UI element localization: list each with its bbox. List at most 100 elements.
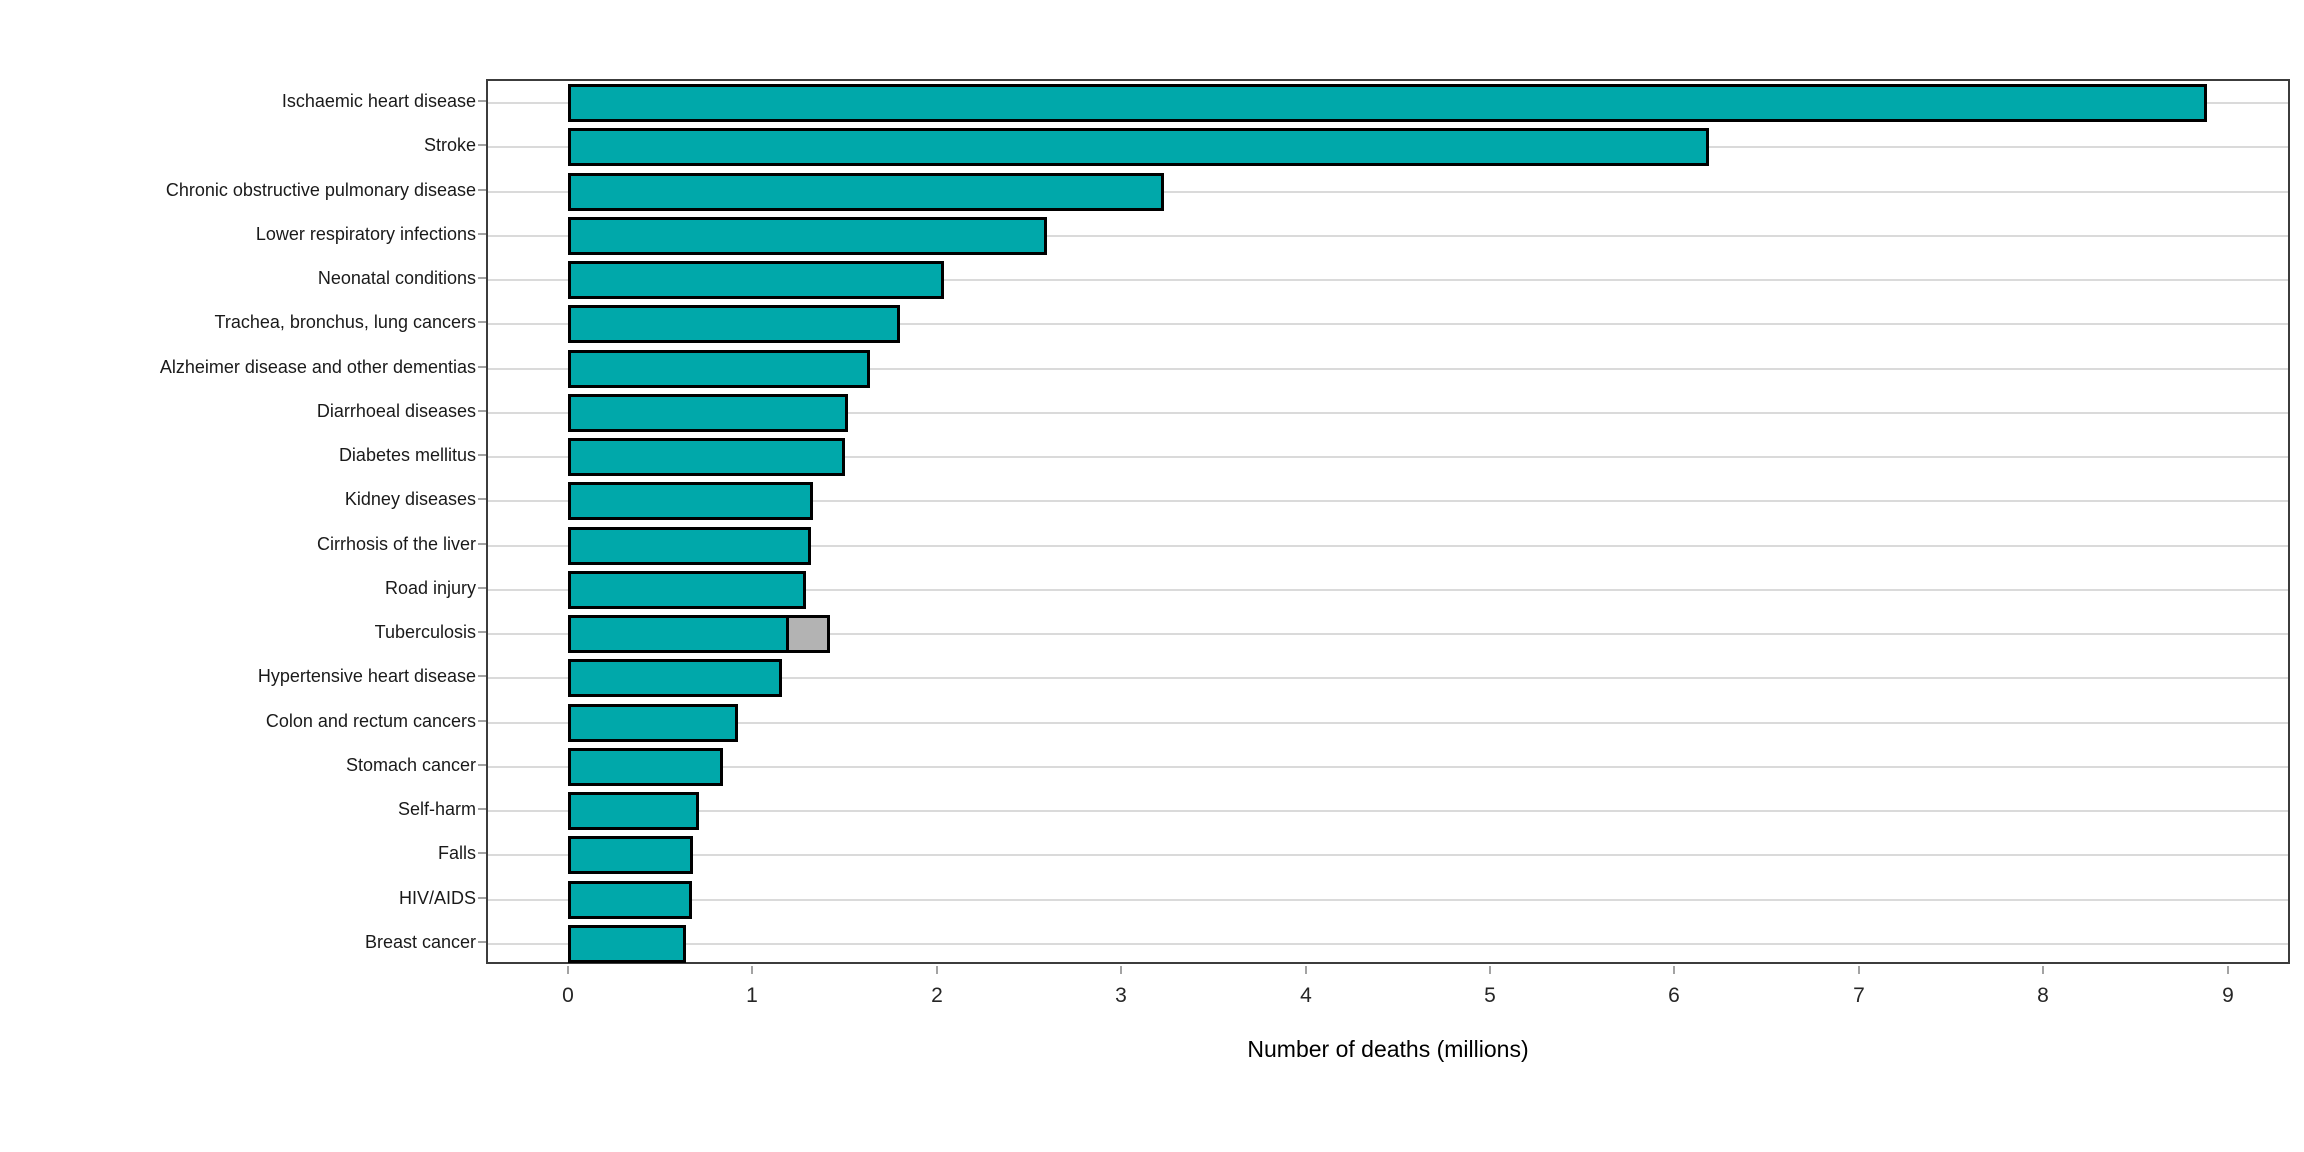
y-tick-mark <box>478 410 486 412</box>
x-tick-label: 5 <box>1484 984 1496 1007</box>
gridline <box>488 588 2288 591</box>
bar-road-injury <box>568 571 806 609</box>
gridline <box>488 323 2288 326</box>
y-tick-mark <box>478 587 486 589</box>
y-tick-mark <box>478 808 486 810</box>
y-axis-label: Hypertensive heart disease <box>257 666 476 687</box>
y-tick-mark <box>478 277 486 279</box>
y-tick-mark <box>478 366 486 368</box>
y-axis-label: Stomach cancer <box>345 754 476 775</box>
bar-hiv-aids <box>568 881 692 919</box>
x-tick-mark <box>567 966 569 974</box>
y-tick-mark <box>478 764 486 766</box>
y-axis-label: Tuberculosis <box>374 622 476 642</box>
bar-tuberculosis <box>568 615 789 653</box>
bar-breast-cancer <box>568 925 686 963</box>
gridline <box>488 367 2288 370</box>
x-tick-mark <box>1858 966 1860 974</box>
bar-trachea-bronchus-lung-cancers <box>568 305 900 343</box>
y-axis-label: Kidney diseases <box>344 489 476 510</box>
y-axis-label: Diabetes mellitus <box>338 445 476 465</box>
y-axis-label: Chronic obstructive pulmonary disease <box>165 179 476 200</box>
y-axis-label: Stroke <box>423 135 476 156</box>
x-tick-label: 8 <box>2037 984 2049 1007</box>
bar-ischaemic-heart-disease <box>568 84 2207 122</box>
y-axis-label: Diarrhoeal diseases <box>316 400 476 421</box>
bar-extra-segment <box>786 615 830 653</box>
y-axis-label: Cirrhosis of the liver <box>316 533 476 554</box>
bar-falls <box>568 836 693 874</box>
gridline <box>488 942 2288 945</box>
y-tick-mark <box>478 941 486 943</box>
x-tick-mark <box>936 966 938 974</box>
gridline <box>488 898 2288 901</box>
bar-colon-and-rectum-cancers <box>568 704 738 742</box>
x-tick-mark <box>1489 966 1491 974</box>
y-axis-label: Road injury <box>384 577 476 598</box>
gridline <box>488 765 2288 768</box>
gridline <box>488 810 2288 813</box>
bar-cirrhosis-of-the-liver <box>568 527 811 565</box>
bar-self-harm <box>568 792 699 830</box>
y-tick-mark <box>478 852 486 854</box>
bar-stroke <box>568 128 1709 166</box>
x-tick-mark <box>1673 966 1675 974</box>
y-tick-mark <box>478 720 486 722</box>
gridline <box>488 544 2288 547</box>
x-tick-label: 1 <box>746 984 758 1007</box>
y-axis-label: Ischaemic heart disease <box>281 91 476 111</box>
bar-kidney-diseases <box>568 482 813 520</box>
y-axis-label: Colon and rectum cancers <box>265 710 476 731</box>
gridline <box>488 854 2288 857</box>
gridline <box>488 633 2288 636</box>
gridline <box>488 456 2288 459</box>
y-axis-label: HIV/AIDS <box>398 887 476 908</box>
gridline <box>488 234 2288 237</box>
gridline <box>488 411 2288 414</box>
x-tick-mark <box>2042 966 2044 974</box>
y-axis-label: Neonatal conditions <box>317 268 476 288</box>
bar-alzheimer-disease-and-other-dementias <box>568 350 870 388</box>
x-tick-label: 6 <box>1668 984 1680 1007</box>
y-axis-label: Self-harm <box>397 799 476 819</box>
bar-hypertensive-heart-disease <box>568 659 782 697</box>
y-axis-label: Trachea, bronchus, lung cancers <box>214 312 476 333</box>
y-tick-mark <box>478 144 486 146</box>
x-tick-label: 4 <box>1300 984 1312 1007</box>
gridline <box>488 190 2288 193</box>
y-axis-label: Falls <box>437 843 476 864</box>
bar-diarrhoeal-diseases <box>568 394 848 432</box>
bar-neonatal-conditions <box>568 261 944 299</box>
gridline <box>488 677 2288 680</box>
x-tick-mark <box>751 966 753 974</box>
y-tick-mark <box>478 897 486 899</box>
x-tick-mark <box>2227 966 2229 974</box>
y-axis-label: Lower respiratory infections <box>255 223 476 244</box>
bar-diabetes-mellitus <box>568 438 845 476</box>
y-tick-mark <box>478 675 486 677</box>
gridline <box>488 500 2288 503</box>
x-tick-label: 3 <box>1115 984 1127 1007</box>
x-tick-label: 9 <box>2222 984 2234 1007</box>
y-tick-mark <box>478 233 486 235</box>
y-tick-mark <box>478 543 486 545</box>
y-tick-mark <box>478 321 486 323</box>
x-tick-label: 0 <box>562 984 574 1007</box>
y-axis-label: Alzheimer disease and other dementias <box>159 356 476 377</box>
y-tick-mark <box>478 189 486 191</box>
y-tick-mark <box>478 454 486 456</box>
y-tick-mark <box>478 498 486 500</box>
gridline <box>488 721 2288 724</box>
gridline <box>488 279 2288 282</box>
plot-area <box>486 79 2290 964</box>
x-axis-title: Number of deaths (millions) <box>1247 1036 1529 1062</box>
x-tick-label: 7 <box>1853 984 1865 1007</box>
x-tick-label: 2 <box>931 984 943 1007</box>
x-tick-mark <box>1305 966 1307 974</box>
y-tick-mark <box>478 100 486 102</box>
bar-stomach-cancer <box>568 748 723 786</box>
y-axis-label: Breast cancer <box>364 931 476 952</box>
x-tick-mark <box>1120 966 1122 974</box>
y-tick-mark <box>478 631 486 633</box>
